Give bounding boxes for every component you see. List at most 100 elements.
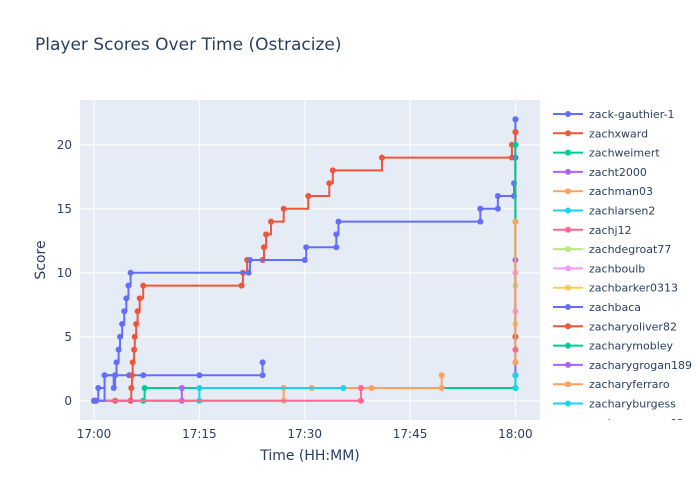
data-point[interactable] (136, 295, 143, 302)
data-point[interactable] (477, 205, 484, 212)
legend-label: zacharygrogan189 (589, 359, 692, 372)
data-point[interactable] (110, 385, 117, 391)
legend-item-zack-gauthier-1[interactable]: zack-gauthier-1 (553, 108, 675, 121)
y-tick-label: 5 (64, 330, 72, 344)
data-point[interactable] (438, 385, 445, 391)
data-point[interactable] (133, 321, 140, 327)
data-point[interactable] (512, 129, 519, 135)
data-point[interactable] (357, 385, 364, 391)
data-point[interactable] (512, 218, 519, 225)
series-zachary-young02[interactable] (512, 346, 519, 353)
data-point[interactable] (259, 359, 266, 366)
data-point[interactable] (196, 372, 203, 379)
legend-marker (565, 284, 571, 291)
legend-item-zachbarker0313[interactable]: zachbarker0313 (553, 282, 678, 295)
data-point[interactable] (333, 244, 340, 251)
legend-item-zachlarsen2[interactable]: zachlarsen2 (553, 205, 655, 218)
legend-item-zachbaca[interactable]: zachbaca (553, 301, 641, 314)
series-zachbaca[interactable] (91, 116, 519, 404)
data-point[interactable] (512, 116, 519, 123)
series-zacharyburgess[interactable] (512, 372, 519, 391)
data-point[interactable] (93, 397, 100, 404)
legend-item-zacharygrogan189[interactable]: zacharygrogan189 (553, 359, 692, 372)
data-point[interactable] (95, 385, 102, 391)
legend-label: zachbaca (589, 301, 641, 314)
data-point[interactable] (329, 167, 336, 174)
data-point[interactable] (303, 244, 310, 251)
data-point[interactable] (340, 385, 347, 391)
legend-marker (565, 361, 571, 368)
data-point[interactable] (512, 346, 519, 353)
legend-item-zachxward[interactable]: zachxward (553, 127, 648, 140)
data-point[interactable] (512, 359, 519, 366)
data-point[interactable] (101, 372, 108, 379)
legend-item-zacharyburgess[interactable]: zacharyburgess (553, 398, 676, 411)
legend-marker (565, 265, 571, 272)
data-point[interactable] (129, 359, 136, 366)
data-point[interactable] (125, 282, 132, 289)
data-point[interactable] (121, 308, 128, 315)
legend-item-zachdegroat77[interactable]: zachdegroat77 (553, 243, 671, 256)
legend-marker (566, 419, 570, 420)
legend[interactable]: zack-gauthier-1 zachxward zachweimert zacht… (553, 108, 692, 430)
data-point[interactable] (512, 372, 519, 379)
data-point[interactable] (246, 257, 253, 263)
legend-label: zacharyferraro (589, 378, 670, 391)
legend-item-zachman03[interactable]: zachman03 (553, 185, 653, 198)
data-point[interactable] (131, 333, 138, 340)
data-point[interactable] (261, 244, 267, 251)
legend-item-zacht2000[interactable]: zacht2000 (553, 166, 647, 179)
series-zacharyferraro[interactable] (512, 218, 519, 366)
data-point[interactable] (305, 193, 312, 199)
legend-item-zacharymobley[interactable]: zacharymobley (553, 340, 674, 353)
data-point[interactable] (196, 385, 203, 391)
data-point[interactable] (378, 154, 385, 161)
data-point[interactable] (131, 346, 138, 353)
legend-marker (565, 111, 571, 117)
data-point[interactable] (141, 385, 148, 391)
data-point[interactable] (117, 333, 124, 340)
legend-item-zacharyoliver82[interactable]: zacharyoliver82 (553, 320, 677, 333)
data-point[interactable] (512, 141, 519, 148)
legend-item-zachweimert[interactable]: zachweimert (553, 147, 660, 160)
legend-marker (565, 168, 571, 175)
legend-item-zachj12[interactable]: zachj12 (553, 224, 632, 237)
data-point[interactable] (268, 218, 275, 225)
data-point[interactable] (357, 397, 364, 404)
y-tick-label: 10 (57, 266, 72, 280)
data-point[interactable] (438, 372, 445, 379)
data-point[interactable] (494, 193, 501, 199)
data-point[interactable] (140, 282, 147, 289)
data-point[interactable] (326, 180, 333, 187)
legend-marker (565, 342, 571, 349)
legend-item-zachboulb[interactable]: zachboulb (553, 262, 645, 275)
data-point[interactable] (127, 269, 134, 276)
data-point[interactable] (263, 231, 270, 238)
data-point[interactable] (128, 372, 135, 379)
legend-item-zachary-young02[interactable]: zachary-young02 (553, 417, 684, 430)
data-point[interactable] (119, 321, 126, 327)
data-point[interactable] (494, 205, 501, 212)
data-point[interactable] (280, 205, 287, 212)
legend-item-zacharyferraro[interactable]: zacharyferraro (553, 378, 670, 391)
legend-label: zachboulb (589, 262, 645, 275)
legend-label: zachj12 (589, 224, 632, 237)
data-point[interactable] (301, 257, 308, 263)
data-point[interactable] (113, 359, 120, 366)
data-point[interactable] (140, 372, 147, 379)
data-point[interactable] (477, 218, 484, 225)
data-point[interactable] (368, 385, 375, 391)
data-point[interactable] (115, 346, 122, 353)
series-layer (91, 116, 519, 404)
data-point[interactable] (128, 385, 135, 391)
data-point[interactable] (335, 218, 342, 225)
data-point[interactable] (259, 372, 266, 379)
data-point[interactable] (245, 269, 252, 276)
data-point[interactable] (123, 295, 130, 302)
data-point[interactable] (512, 385, 519, 391)
data-point[interactable] (238, 282, 245, 289)
data-point[interactable] (333, 231, 340, 238)
data-point[interactable] (112, 372, 119, 379)
data-point[interactable] (178, 385, 185, 391)
data-point[interactable] (134, 308, 141, 315)
